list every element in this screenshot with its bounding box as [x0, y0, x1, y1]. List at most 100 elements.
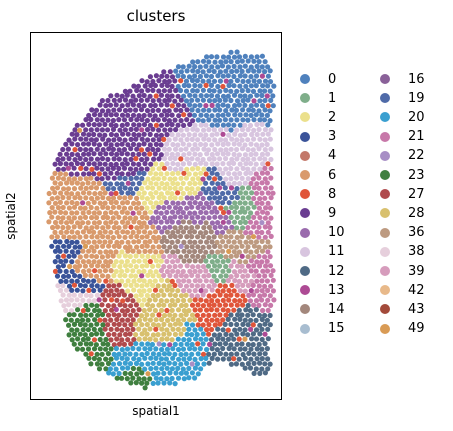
spot-cluster-1: [231, 219, 238, 225]
spot-cluster-28: [165, 317, 171, 323]
spot-cluster-19: [203, 180, 209, 186]
legend-item-13: 13: [300, 281, 345, 299]
legend-marker: [380, 323, 390, 334]
spot-cluster-20: [178, 351, 184, 358]
spot-cluster-6: [153, 249, 159, 255]
spot-cluster-12: [231, 336, 237, 342]
spot-cluster-2: [130, 268, 136, 274]
spot-cluster-10: [200, 215, 206, 221]
spot-cluster-14: [195, 234, 201, 240]
spot-cluster-11: [209, 161, 215, 167]
spot-cluster-19: [209, 180, 215, 186]
spot-cluster-27: [100, 292, 106, 298]
spot-cluster-9: [66, 137, 72, 143]
spot-cluster-12: [231, 346, 237, 352]
spot-cluster-6: [94, 205, 100, 211]
spot-cluster-0: [231, 92, 238, 98]
spot-cluster-2: [156, 194, 162, 201]
spot-cluster-20: [167, 380, 173, 386]
spot-cluster-0: [246, 107, 252, 113]
spot-cluster-9: [69, 131, 75, 137]
spot-cluster-0: [254, 54, 260, 60]
legend-marker: [300, 131, 310, 142]
spot-cluster-9: [136, 122, 142, 128]
spot-cluster-21: [259, 278, 265, 284]
spot-cluster-21: [256, 175, 262, 181]
spot-cluster-10: [209, 200, 215, 206]
spot-cluster-2: [131, 258, 137, 264]
spot-cluster-8: [231, 307, 237, 313]
spot-cluster-19: [128, 175, 134, 182]
spot-cluster-9: [74, 122, 80, 128]
spot-cluster-3: [55, 254, 61, 260]
spot-cluster-0: [204, 54, 210, 60]
spot-cluster-8: [232, 298, 238, 304]
spot-cluster-0: [200, 118, 206, 124]
spot-cluster-28: [161, 302, 167, 308]
spot-cluster-0: [239, 58, 245, 64]
spot-cluster-27: [117, 332, 123, 338]
spot-cluster-13: [125, 180, 131, 186]
spot-cluster-14: [189, 225, 195, 231]
spot-cluster-6: [105, 273, 111, 279]
spot-cluster-8: [203, 171, 209, 177]
spot-cluster-13: [251, 98, 257, 104]
spot-cluster-11: [254, 131, 260, 138]
spot-cluster-0: [245, 78, 251, 84]
spot-cluster-0: [192, 93, 198, 99]
spot-cluster-20: [192, 346, 198, 352]
spot-cluster-6: [72, 264, 78, 270]
spot-cluster-9: [80, 131, 87, 137]
spot-cluster-28: [167, 312, 173, 318]
spot-cluster-2: [116, 253, 122, 259]
spot-cluster-2: [158, 258, 164, 264]
spot-cluster-14: [197, 230, 204, 236]
spot-cluster-9: [57, 151, 63, 157]
spot-cluster-3: [89, 283, 95, 289]
spot-cluster-9: [81, 171, 87, 177]
legend: 0 1 2 3 4 6 8 9 10 11 12 13 14 15 16 19 20 21 22 23 27 28 36 38…: [300, 70, 450, 370]
spot-cluster-0: [220, 112, 226, 118]
spot-cluster-11: [201, 136, 207, 142]
spot-cluster-9: [113, 112, 119, 118]
spot-cluster-9: [127, 107, 133, 113]
spot-cluster-20: [144, 350, 150, 357]
spot-cluster-1: [246, 185, 252, 191]
spot-cluster-9: [74, 171, 80, 177]
spot-cluster-23: [97, 327, 103, 333]
spot-cluster-8: [265, 161, 271, 167]
spot-cluster-6: [134, 195, 140, 201]
legend-item-8: 8: [300, 185, 336, 203]
spot-cluster-13: [248, 288, 254, 294]
spot-cluster-0: [234, 117, 240, 123]
spot-cluster-12: [211, 332, 217, 338]
spot-cluster-39: [170, 259, 176, 265]
spot-cluster-9: [116, 107, 123, 113]
spot-cluster-28: [187, 317, 193, 323]
spot-cluster-39: [203, 278, 209, 284]
spot-cluster-9: [152, 113, 158, 119]
spot-cluster-6: [58, 190, 64, 196]
spot-cluster-9: [122, 97, 129, 103]
spot-cluster-10: [161, 214, 168, 221]
spot-cluster-39: [237, 288, 243, 294]
spot-cluster-10: [164, 209, 170, 215]
spot-cluster-11: [164, 141, 170, 147]
spot-cluster-19: [211, 166, 217, 172]
spot-cluster-2: [170, 180, 176, 186]
spot-cluster-9: [156, 88, 162, 94]
legend-item-28: 28: [380, 204, 425, 222]
spot-cluster-39: [201, 273, 207, 279]
spot-cluster-11: [249, 131, 255, 138]
spot-cluster-23: [100, 322, 106, 328]
spot-cluster-2: [125, 278, 131, 284]
spot-cluster-28: [147, 336, 153, 342]
spot-cluster-14: [195, 244, 201, 250]
spot-cluster-11: [189, 156, 195, 162]
spot-cluster-39: [194, 293, 201, 299]
spot-cluster-10: [177, 205, 183, 211]
spot-cluster-9: [141, 141, 147, 147]
spot-cluster-12: [259, 346, 265, 352]
spot-cluster-39: [245, 282, 251, 289]
spot-cluster-9: [167, 69, 173, 75]
